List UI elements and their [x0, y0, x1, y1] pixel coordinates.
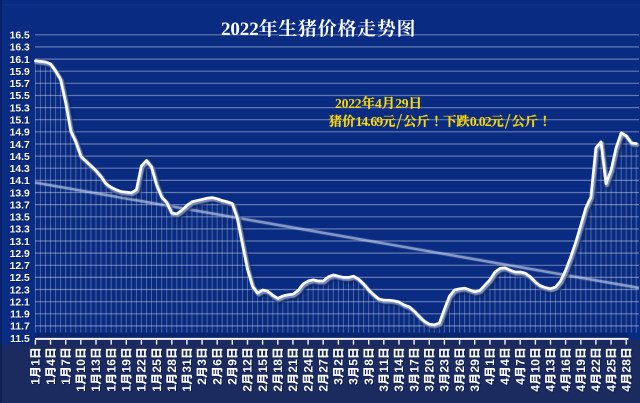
- svg-text:15.1: 15.1: [10, 116, 30, 127]
- svg-text:16.1: 16.1: [10, 55, 30, 66]
- svg-text:12.1: 12.1: [10, 298, 30, 309]
- svg-text:12.3: 12.3: [10, 285, 30, 296]
- svg-text:13.9: 13.9: [11, 189, 31, 200]
- svg-text:14.7: 14.7: [11, 141, 31, 152]
- svg-text:16.5: 16.5: [11, 32, 31, 43]
- svg-text:15.9: 15.9: [10, 67, 30, 78]
- svg-text:16.5: 16.5: [10, 31, 30, 42]
- svg-text:16.3: 16.3: [10, 43, 30, 54]
- svg-text:14.5: 14.5: [10, 152, 30, 163]
- svg-text:13.1: 13.1: [10, 237, 30, 248]
- svg-text:14.3: 14.3: [11, 165, 31, 176]
- svg-text:13.5: 13.5: [10, 213, 30, 224]
- svg-text:13.5: 13.5: [11, 214, 31, 225]
- svg-text:13.7: 13.7: [11, 201, 31, 212]
- svg-text:11.9: 11.9: [11, 311, 31, 322]
- svg-text:14.3: 14.3: [10, 164, 30, 175]
- svg-text:12.1: 12.1: [11, 299, 31, 310]
- svg-text:13.3: 13.3: [11, 226, 31, 237]
- svg-text:15.1: 15.1: [11, 117, 31, 128]
- svg-text:14.9: 14.9: [10, 128, 30, 139]
- svg-text:12.5: 12.5: [10, 273, 30, 284]
- svg-text:13.3: 13.3: [10, 225, 30, 236]
- svg-text:16.3: 16.3: [11, 44, 31, 55]
- svg-text:12.7: 12.7: [11, 262, 31, 273]
- svg-text:11.7: 11.7: [10, 322, 30, 333]
- svg-text:15.7: 15.7: [11, 80, 31, 91]
- svg-text:14.9: 14.9: [11, 129, 31, 140]
- svg-text:12.7: 12.7: [10, 261, 30, 272]
- svg-text:14.5: 14.5: [11, 153, 31, 164]
- svg-text:2022: 2022: [221, 19, 259, 40]
- svg-text:14.7: 14.7: [10, 140, 30, 151]
- svg-text:14.1: 14.1: [10, 176, 30, 187]
- svg-text:15.7: 15.7: [10, 79, 30, 90]
- svg-text:15.9: 15.9: [11, 68, 31, 79]
- svg-text:12.9: 12.9: [11, 250, 31, 261]
- svg-text:15.5: 15.5: [10, 91, 30, 102]
- svg-text:12.9: 12.9: [10, 249, 30, 260]
- svg-text:12.3: 12.3: [11, 286, 31, 297]
- svg-text:15.5: 15.5: [11, 92, 31, 103]
- svg-text:11.5: 11.5: [10, 334, 30, 345]
- svg-text:14.1: 14.1: [11, 177, 31, 188]
- svg-text:15.3: 15.3: [10, 103, 30, 114]
- svg-text:13.1: 13.1: [11, 238, 31, 249]
- svg-text:16.1: 16.1: [11, 56, 31, 67]
- svg-text:13.7: 13.7: [10, 200, 30, 211]
- svg-text:11.5: 11.5: [11, 335, 31, 346]
- svg-text:13.9: 13.9: [10, 188, 30, 199]
- svg-text:11.9: 11.9: [10, 310, 30, 321]
- svg-text:11.7: 11.7: [11, 323, 31, 334]
- svg-text:15.3: 15.3: [11, 104, 31, 115]
- svg-text:12.5: 12.5: [11, 274, 31, 285]
